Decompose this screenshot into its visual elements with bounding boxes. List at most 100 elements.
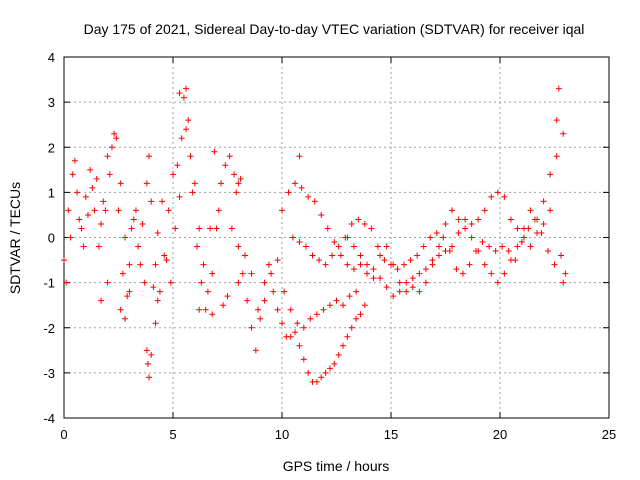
data-point xyxy=(98,297,105,304)
data-point xyxy=(300,324,307,331)
series-track-f xyxy=(289,216,565,277)
data-point xyxy=(527,243,534,250)
data-point xyxy=(446,248,453,255)
data-point xyxy=(172,225,179,232)
data-point xyxy=(285,189,292,196)
y-tick-label: -2 xyxy=(43,321,55,336)
data-point xyxy=(335,351,342,358)
data-point xyxy=(558,252,565,259)
data-point xyxy=(80,243,87,250)
data-point xyxy=(296,153,303,160)
series-track-a xyxy=(61,94,242,295)
data-point xyxy=(222,162,229,169)
data-point xyxy=(241,252,248,259)
data-point xyxy=(459,270,466,277)
data-point xyxy=(207,225,214,232)
data-point xyxy=(231,171,238,178)
data-point xyxy=(329,252,336,259)
data-point xyxy=(244,297,251,304)
data-point xyxy=(252,347,259,354)
data-point xyxy=(148,198,155,205)
data-point xyxy=(87,166,94,173)
data-point xyxy=(468,234,475,241)
data-point xyxy=(340,342,347,349)
data-point xyxy=(126,261,133,268)
data-point xyxy=(364,261,371,268)
data-point xyxy=(196,225,203,232)
data-point xyxy=(287,306,294,313)
y-tick-label: -1 xyxy=(43,276,55,291)
x-tick-label: 0 xyxy=(60,427,67,442)
data-point xyxy=(481,207,488,214)
series-track-e xyxy=(279,130,567,295)
data-point xyxy=(78,225,85,232)
data-point xyxy=(429,257,436,264)
data-point xyxy=(435,243,442,250)
data-point xyxy=(344,234,351,241)
data-point xyxy=(294,320,301,327)
data-point xyxy=(287,333,294,340)
data-point xyxy=(257,315,264,322)
data-point xyxy=(309,252,316,259)
data-point xyxy=(453,266,460,273)
x-tick-label: 10 xyxy=(275,427,289,442)
data-point xyxy=(348,324,355,331)
data-point xyxy=(553,117,560,124)
x-tick-label: 15 xyxy=(384,427,398,442)
data-point xyxy=(296,239,303,246)
data-point xyxy=(183,126,190,133)
data-point xyxy=(442,220,449,227)
y-tick-label: 3 xyxy=(48,95,55,110)
data-point xyxy=(553,153,560,160)
data-point xyxy=(370,266,377,273)
data-point xyxy=(63,279,70,286)
data-point xyxy=(350,243,357,250)
data-point xyxy=(279,207,285,214)
data-point xyxy=(333,297,340,304)
x-tick-label: 20 xyxy=(493,427,507,442)
data-point xyxy=(270,288,277,295)
data-point xyxy=(178,135,185,142)
data-point xyxy=(137,261,144,268)
data-point xyxy=(152,261,159,268)
data-point xyxy=(139,220,146,227)
data-point xyxy=(433,229,440,236)
data-point xyxy=(547,171,554,178)
data-point xyxy=(449,243,456,250)
data-point xyxy=(401,261,408,268)
data-point xyxy=(505,248,512,255)
data-point xyxy=(394,266,401,273)
data-point xyxy=(213,225,220,232)
data-point xyxy=(300,356,307,363)
data-point xyxy=(540,220,547,227)
data-point xyxy=(322,369,329,376)
series-track-c xyxy=(235,243,368,385)
series-track-d xyxy=(235,252,360,331)
data-point xyxy=(335,243,342,250)
data-point xyxy=(117,180,124,187)
data-point xyxy=(320,306,327,313)
data-point xyxy=(370,275,377,282)
data-point xyxy=(440,234,447,241)
data-point xyxy=(318,211,325,218)
data-point xyxy=(200,261,207,268)
data-point xyxy=(388,261,394,268)
data-point xyxy=(106,171,113,178)
data-point xyxy=(117,306,124,313)
data-point xyxy=(346,293,353,300)
data-point xyxy=(344,333,351,340)
data-point xyxy=(494,189,501,196)
data-point xyxy=(148,351,155,358)
data-point xyxy=(104,153,111,160)
data-point xyxy=(462,225,469,232)
data-point xyxy=(154,229,161,236)
data-point xyxy=(239,270,246,277)
data-point xyxy=(318,374,325,381)
data-point xyxy=(337,252,344,259)
data-point xyxy=(281,288,288,295)
data-point xyxy=(403,279,410,286)
data-point xyxy=(193,243,200,250)
data-point xyxy=(211,148,218,155)
data-point xyxy=(183,85,190,92)
